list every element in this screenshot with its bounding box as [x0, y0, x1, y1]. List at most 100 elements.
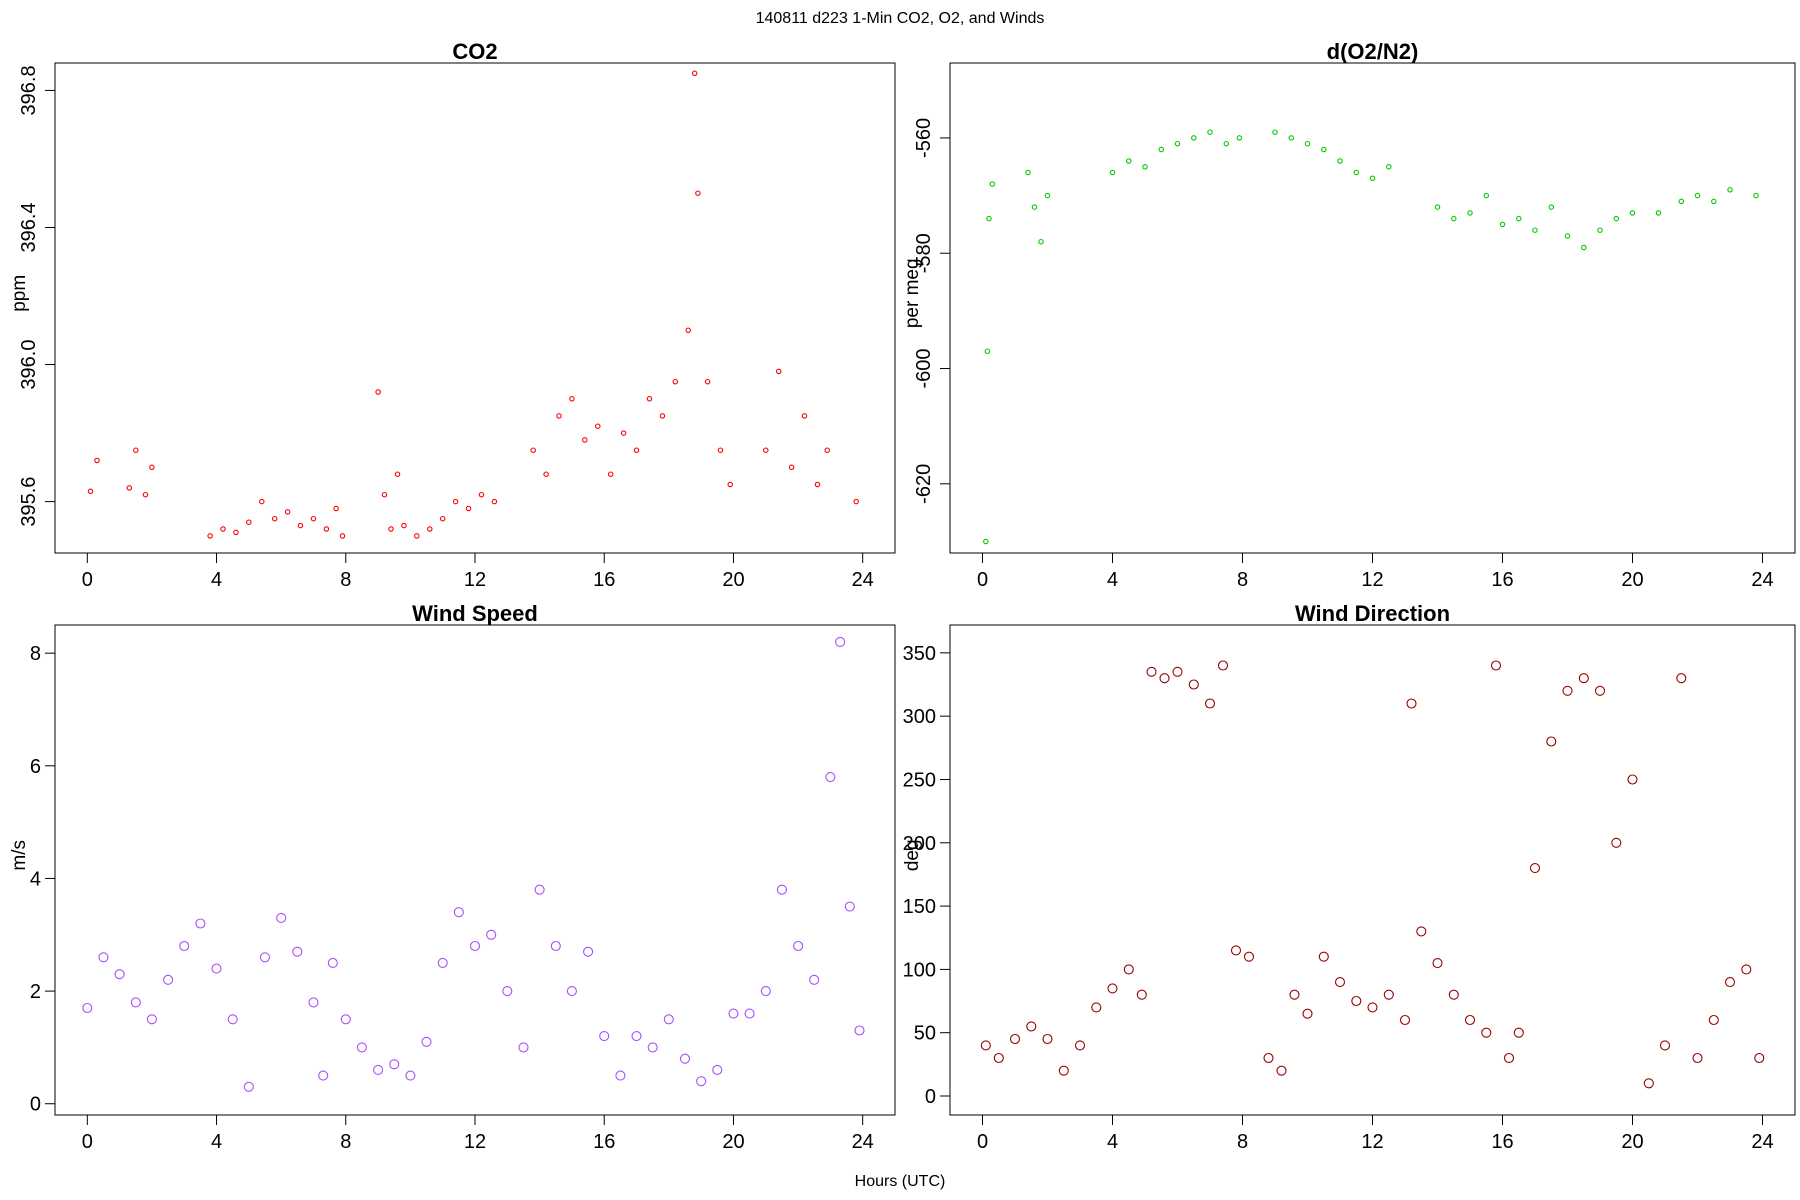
data-point [543, 471, 549, 477]
data-point [989, 181, 996, 187]
data-point [691, 70, 698, 77]
data-point [556, 413, 562, 419]
x-tick-label: 16 [1491, 1131, 1513, 1153]
data-point [763, 447, 769, 453]
data-point [1353, 169, 1360, 176]
data-point [94, 457, 100, 464]
data-point [1351, 995, 1362, 1007]
data-point [1142, 164, 1148, 170]
data-point [1230, 945, 1242, 956]
data-point [1107, 983, 1118, 994]
data-point [146, 1014, 157, 1025]
x-tick-label: 8 [340, 569, 351, 591]
data-point [1136, 989, 1147, 1000]
data-point [1406, 698, 1417, 709]
panel-title: Wind Direction [1295, 601, 1450, 626]
data-point [1217, 660, 1229, 671]
y-tick-label: 100 [903, 959, 936, 981]
data-point [1386, 164, 1392, 170]
data-point [1416, 926, 1427, 937]
data-point [259, 498, 265, 505]
data-point [984, 348, 991, 354]
data-point [1172, 666, 1183, 677]
data-point [824, 447, 830, 453]
y-tick-label: 200 [903, 833, 936, 855]
data-point [1369, 175, 1376, 182]
data-point [518, 1042, 529, 1053]
series-co2 [87, 70, 859, 539]
data-point [246, 519, 252, 525]
data-point [814, 481, 821, 488]
data-point [633, 447, 640, 453]
x-tick-label: 20 [722, 1131, 744, 1153]
data-point [142, 491, 149, 498]
y-tick-label: 396.4 [18, 202, 40, 252]
data-point [1694, 192, 1701, 199]
data-point [394, 471, 401, 477]
data-point [1383, 989, 1394, 1000]
x-tick-label: 12 [464, 569, 486, 591]
data-point [1467, 210, 1473, 216]
y-tick-label: -620 [913, 464, 935, 504]
data-point [566, 986, 577, 997]
data-point [1676, 673, 1687, 684]
data-point [801, 413, 808, 419]
data-point [853, 498, 859, 505]
x-tick-label: 16 [593, 1131, 615, 1153]
data-point [1613, 215, 1620, 222]
x-tick-label: 4 [211, 569, 222, 591]
data-point [339, 533, 346, 539]
data-point [599, 1031, 610, 1042]
data-point [983, 538, 989, 545]
data-point [1321, 146, 1327, 153]
data-point [1109, 169, 1116, 176]
data-point [1272, 129, 1278, 135]
data-point [809, 974, 820, 985]
x-tick-label: 12 [1361, 1131, 1383, 1153]
data-point [318, 1070, 329, 1081]
data-point [1174, 140, 1181, 147]
data-point [1655, 210, 1662, 216]
data-point [114, 969, 125, 980]
data-point [308, 997, 319, 1008]
y-axis-label: deg [902, 839, 923, 871]
data-point [1678, 198, 1685, 205]
data-point [1629, 210, 1636, 216]
data-point [646, 396, 653, 402]
y-tick-label: 4 [30, 868, 41, 890]
data-point [133, 447, 139, 453]
data-point [1302, 1008, 1313, 1019]
x-tick-label: 4 [211, 1131, 222, 1153]
data-point [835, 636, 846, 647]
data-point [825, 772, 836, 783]
data-point [1548, 204, 1555, 210]
data-point [695, 190, 701, 196]
x-tick-label: 16 [1491, 569, 1513, 591]
data-point [620, 430, 627, 436]
data-point [1204, 698, 1216, 709]
x-tick-label: 24 [852, 569, 874, 591]
data-point [82, 1002, 93, 1014]
data-point [1288, 135, 1295, 141]
data-point [760, 986, 771, 997]
data-point [980, 1040, 991, 1051]
data-point [1399, 1014, 1411, 1026]
data-point [284, 509, 291, 515]
data-point [1754, 1052, 1765, 1064]
y-tick-label: 0 [925, 1086, 936, 1108]
data-point [1044, 192, 1051, 199]
x-tick-label: 0 [977, 1131, 988, 1153]
x-tick-label: 24 [1751, 569, 1773, 591]
data-point [297, 522, 304, 529]
y-tick-label: 300 [903, 706, 936, 728]
figure-suptitle: 140811 d223 1-Min CO2, O2, and Winds [756, 10, 1045, 27]
data-point [1263, 1052, 1274, 1064]
data-point [659, 413, 666, 419]
y-tick-label: 350 [903, 643, 936, 665]
data-point [1490, 660, 1502, 671]
data-point [439, 515, 446, 522]
data-point [195, 918, 206, 929]
data-point [1091, 1002, 1102, 1013]
y-tick-label: 50 [914, 1023, 936, 1045]
